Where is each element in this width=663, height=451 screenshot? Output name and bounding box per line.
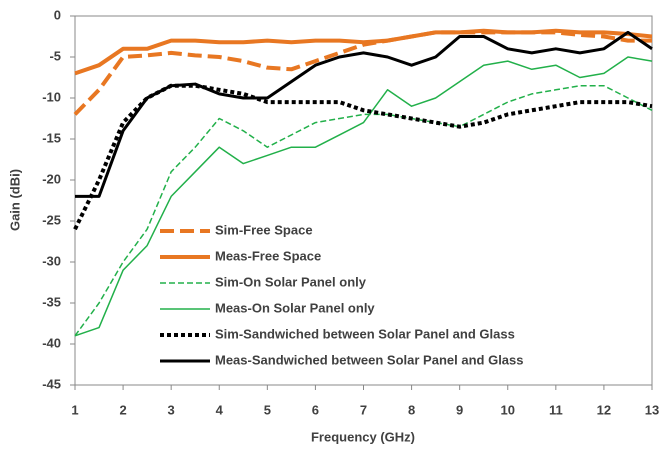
x-tick-label: 1 <box>71 402 78 417</box>
y-tick-label: -35 <box>42 294 61 309</box>
series-line <box>74 28 653 76</box>
y-tick-label: -20 <box>42 171 61 186</box>
x-tick-label: 2 <box>119 402 126 417</box>
y-tick-label: 0 <box>54 7 61 22</box>
series-line <box>73 30 652 116</box>
y-tick-label: -5 <box>49 48 61 63</box>
legend-label: Sim-On Solar Panel only <box>215 274 367 289</box>
x-tick-label: 8 <box>408 402 415 417</box>
x-tick-label: 6 <box>312 402 319 417</box>
legend-label: Sim-Free Space <box>215 222 313 237</box>
series-line <box>75 30 653 198</box>
legend-label: Meas-Free Space <box>215 248 321 263</box>
y-tick-label: -45 <box>42 376 61 391</box>
series-line <box>74 56 653 337</box>
x-axis-title: Frequency (GHz) <box>311 429 415 444</box>
legend-label: Meas-Sandwiched between Solar Panel and … <box>215 352 524 367</box>
x-tick-label: 4 <box>216 402 224 417</box>
legend-label: Meas-On Solar Panel only <box>215 300 375 315</box>
series-line <box>73 83 653 231</box>
y-axis-title: Gain (dBi) <box>7 169 22 231</box>
y-tick-label: -40 <box>42 335 61 350</box>
x-tick-label: 10 <box>501 402 515 417</box>
x-tick-label: 5 <box>264 402 271 417</box>
series-line <box>74 84 653 337</box>
x-tick-label: 11 <box>549 402 563 417</box>
y-tick-label: -10 <box>42 89 61 104</box>
x-tick-label: 7 <box>360 402 367 417</box>
y-tick-label: -15 <box>42 130 61 145</box>
y-tick-label: -30 <box>42 253 61 268</box>
x-tick-label: 13 <box>645 402 659 417</box>
x-tick-label: 12 <box>597 402 611 417</box>
x-tick-label: 9 <box>456 402 463 417</box>
y-tick-label: -25 <box>42 212 61 227</box>
x-tick-label: 3 <box>168 402 175 417</box>
legend-label: Sim-Sandwiched between Solar Panel and G… <box>215 326 515 341</box>
